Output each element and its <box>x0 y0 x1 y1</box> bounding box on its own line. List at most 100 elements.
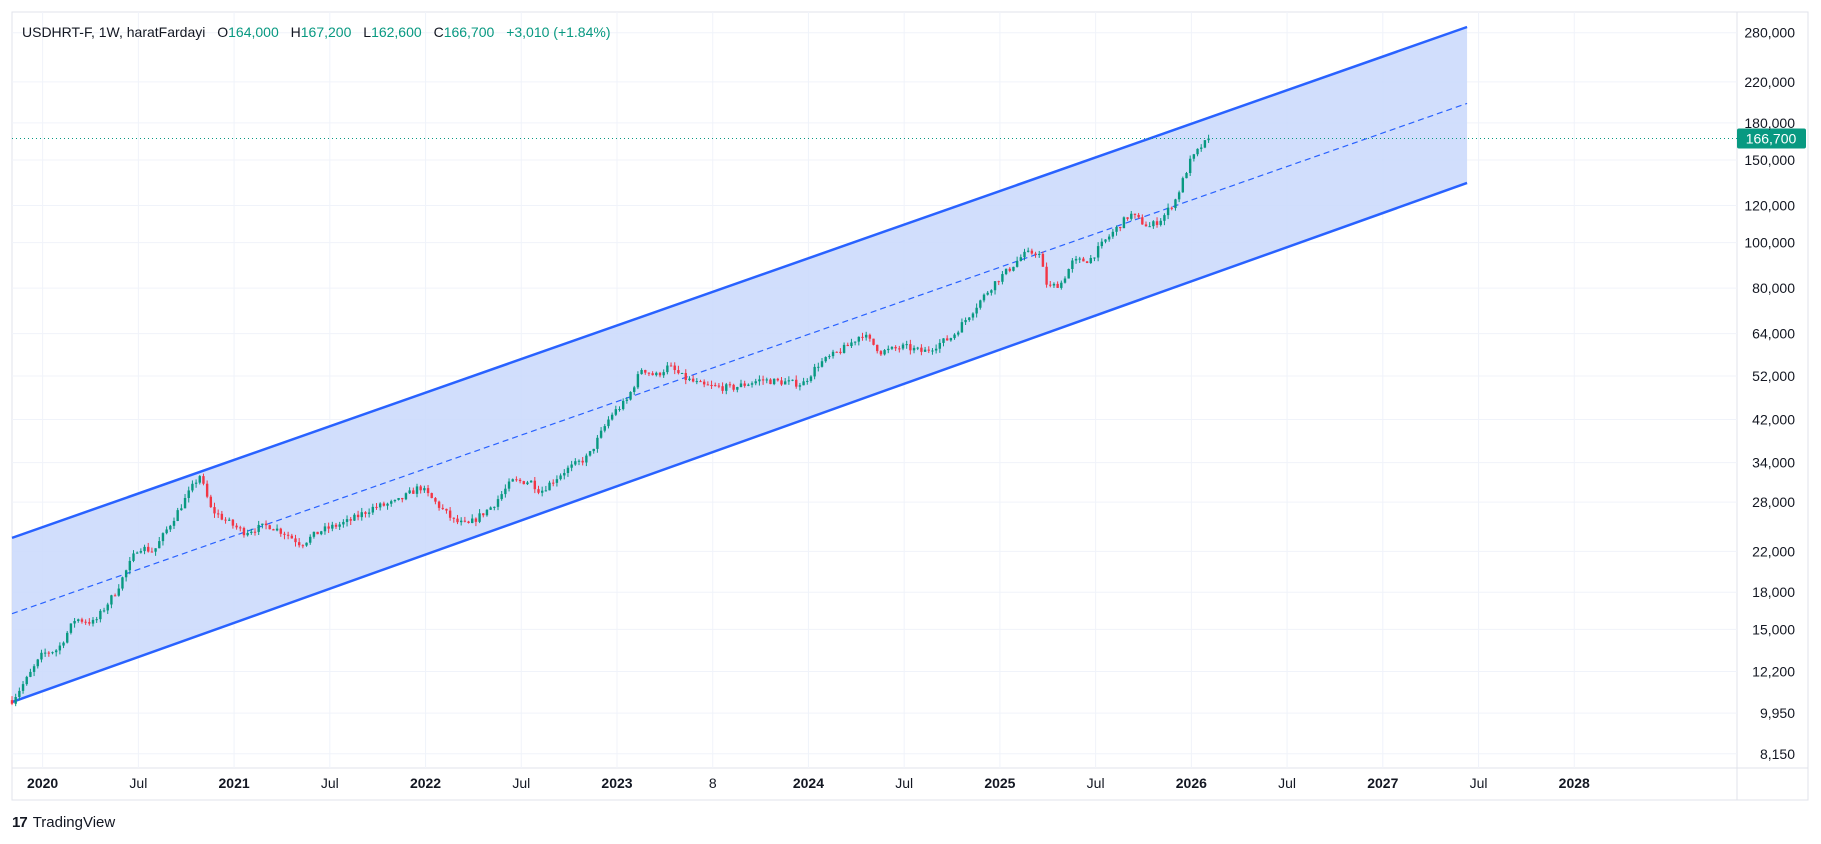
x-tick-label: 2021 <box>219 775 250 791</box>
candle-body <box>224 519 227 521</box>
candle <box>1038 250 1041 258</box>
candle <box>452 517 456 523</box>
candle-body <box>353 514 356 521</box>
candle <box>769 378 772 385</box>
candle-body <box>1170 207 1173 209</box>
candle <box>1174 198 1177 211</box>
candle-body <box>691 378 695 382</box>
candle <box>36 658 39 669</box>
candle <box>772 378 776 386</box>
candles <box>10 134 1210 707</box>
candle <box>614 405 618 417</box>
candle <box>139 548 143 554</box>
candle-body <box>32 666 36 672</box>
candle-body <box>264 523 268 526</box>
candle-body <box>250 531 253 533</box>
candle-body <box>1155 221 1159 225</box>
candle-body <box>802 381 805 386</box>
candle <box>257 520 260 535</box>
candle <box>375 503 378 510</box>
candle-body <box>905 344 908 346</box>
candle-body <box>51 652 54 654</box>
open-value: 164,000 <box>228 24 279 40</box>
candle-body <box>305 542 308 546</box>
low-label: L <box>363 24 372 40</box>
symbol-name[interactable]: USDHRT-F, 1W, haratFardayi <box>22 24 206 40</box>
candle <box>1185 171 1188 179</box>
candle-body <box>806 380 809 382</box>
candle-body <box>467 521 470 524</box>
candle-body <box>923 349 927 352</box>
candle <box>412 487 415 494</box>
candle <box>183 494 187 509</box>
candle <box>165 526 168 535</box>
candle-body <box>1063 278 1067 283</box>
candle-body <box>463 520 467 522</box>
candle <box>923 346 927 352</box>
candle-body <box>710 384 713 386</box>
candle <box>496 495 500 511</box>
candle-body <box>765 379 768 381</box>
candle <box>10 696 14 706</box>
candle-body <box>459 520 463 523</box>
candle <box>625 397 629 404</box>
candle-body <box>124 570 128 578</box>
candle-body <box>1119 226 1122 229</box>
candle <box>986 291 989 296</box>
candle-body <box>482 513 485 516</box>
y-tick-label: 12,200 <box>1752 664 1795 680</box>
candle-body <box>1107 236 1111 240</box>
candle <box>386 502 389 510</box>
candle-body <box>113 595 117 597</box>
candle <box>482 513 485 518</box>
candle-body <box>677 370 680 374</box>
low-value: 162,600 <box>371 24 422 40</box>
candle-body <box>246 532 249 536</box>
candle <box>1085 260 1089 264</box>
candle <box>1196 148 1199 157</box>
candle <box>393 499 397 503</box>
tradingview-brand[interactable]: 17 TradingView <box>12 814 115 831</box>
candle-body <box>371 506 375 513</box>
candle-body <box>990 290 993 293</box>
candle <box>934 344 938 354</box>
candle-body <box>150 551 154 553</box>
candle <box>529 480 533 483</box>
candle <box>927 346 930 354</box>
candle <box>415 483 419 498</box>
candle <box>853 341 857 346</box>
candle <box>91 617 95 627</box>
candle-body <box>986 292 989 295</box>
candle-body <box>872 338 875 345</box>
candle <box>518 478 522 484</box>
candle <box>1071 257 1074 273</box>
candle-body <box>898 348 901 350</box>
candle <box>423 485 426 493</box>
candle-body <box>588 451 592 456</box>
candle <box>791 379 794 382</box>
candle-body <box>1137 214 1140 218</box>
candle <box>780 377 783 386</box>
candle <box>29 668 32 678</box>
candle-body <box>754 381 757 384</box>
candle-body <box>378 503 382 508</box>
candle-body <box>161 533 165 542</box>
candle <box>850 338 853 349</box>
candle-body <box>1115 226 1118 232</box>
candle <box>69 623 73 635</box>
candle-body <box>876 344 879 352</box>
candle-body <box>309 536 312 543</box>
candle-body <box>364 512 367 514</box>
candle <box>702 379 706 388</box>
candle <box>169 524 172 532</box>
candle-body <box>887 348 890 351</box>
candle-body <box>673 365 676 371</box>
candle <box>714 382 717 387</box>
candle-body <box>312 531 316 537</box>
candle <box>596 434 599 453</box>
candle <box>239 525 242 532</box>
candle <box>66 630 69 644</box>
candle <box>795 375 798 389</box>
candle <box>58 642 62 655</box>
